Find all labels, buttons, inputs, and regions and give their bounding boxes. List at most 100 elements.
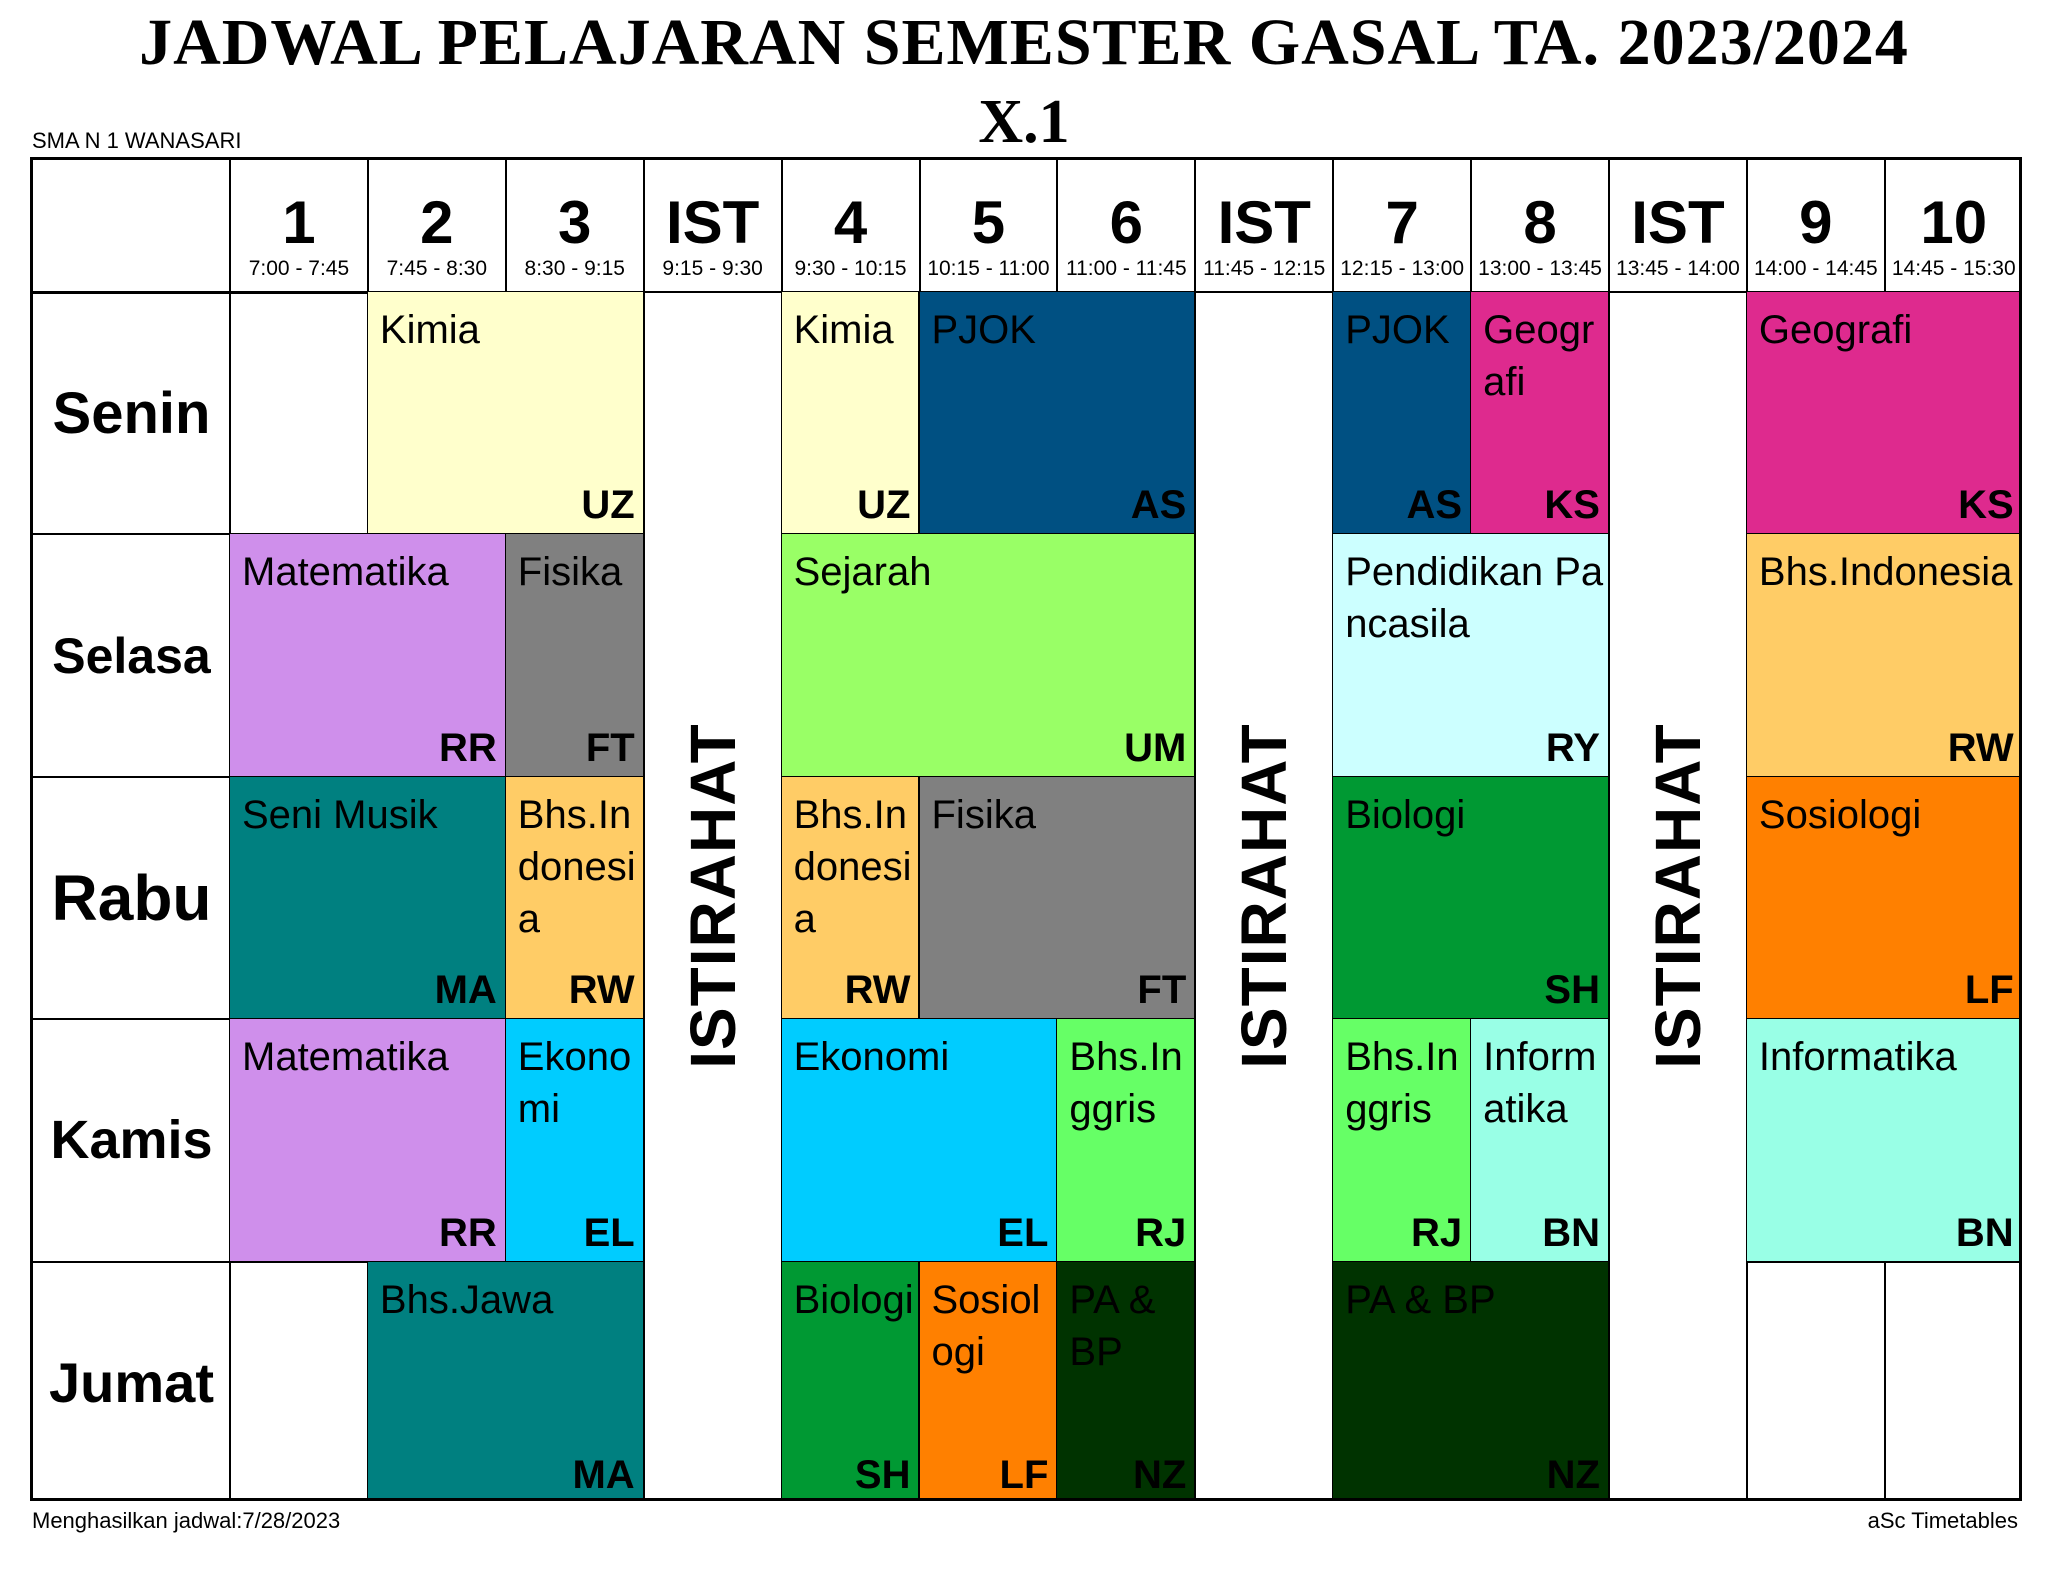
lesson-cell[interactable]: Sosiologi LF <box>1746 776 2019 1021</box>
period-time: 12:15 - 13:00 <box>1340 257 1465 280</box>
break-label: ISTIRAHAT <box>676 723 749 1069</box>
lesson-subject: Sejarah <box>793 550 932 595</box>
lesson-teacher-code: KS <box>1544 483 1600 528</box>
lesson-teacher-code: RW <box>568 968 635 1013</box>
lesson-teacher-code: AS <box>1130 483 1187 528</box>
break-label: ISTIRAHAT <box>1641 723 1714 1069</box>
lesson-cell[interactable]: Fisika FT <box>505 534 645 778</box>
lesson-subject: Kimia <box>379 308 480 352</box>
lesson-teacher-code: SH <box>854 1452 911 1497</box>
lesson-teacher-code: KS <box>1958 483 2014 528</box>
lesson-subject: Bhs.Indonesia <box>793 792 912 941</box>
lesson-cell[interactable]: Bhs.Indonesia RW <box>781 776 921 1021</box>
lesson-cell[interactable]: Sosiologi LF <box>919 1261 1059 1498</box>
lesson-cell[interactable]: Bhs.Jawa MA <box>367 1261 645 1498</box>
lesson-subject: Fisika <box>517 550 623 595</box>
period-time: 9:15 - 9:30 <box>662 257 763 280</box>
lesson-cell[interactable]: Geografi KS <box>1471 292 1610 536</box>
lesson-teacher-code: UM <box>1124 725 1187 770</box>
lesson-cell[interactable]: Matematika RR <box>230 534 507 778</box>
day-label-rabu: Rabu <box>51 861 212 934</box>
lesson-cell[interactable]: Kimia UZ <box>367 292 645 536</box>
lesson-cell[interactable]: Fisika FT <box>919 776 1197 1021</box>
period-time: 14:00 - 14:45 <box>1753 257 1878 280</box>
lesson-subject: PJOK <box>1345 308 1450 352</box>
lesson-teacher-code: MA <box>572 1452 635 1497</box>
period-number: 9 <box>1799 189 1833 256</box>
lesson-cell[interactable]: PJOK AS <box>919 292 1197 536</box>
lesson-cell[interactable]: Ekonomi EL <box>505 1019 645 1263</box>
lesson-cell[interactable]: Biologi SH <box>1333 776 1610 1021</box>
lesson-subject: Matematika <box>242 550 449 595</box>
period-time: 10:15 - 11:00 <box>927 257 1050 280</box>
period-header: 8 13:00 - 13:45 <box>1471 160 1609 292</box>
day-label-senin: Senin <box>52 380 211 446</box>
lesson-cell[interactable]: Sejarah UM <box>781 534 1197 778</box>
lesson-subject: Sosiologi <box>931 1277 1041 1374</box>
lesson-cell[interactable]: Geografi KS <box>1746 292 2019 536</box>
lesson-cell[interactable]: PA & BP NZ <box>1333 1261 1610 1498</box>
lesson-teacher-code: RW <box>1947 725 2014 770</box>
lesson-subject: Bhs.Jawa <box>379 1277 554 1322</box>
lesson-teacher-code: EL <box>583 1210 635 1255</box>
lesson-subject: Sosiologi <box>1758 792 1922 837</box>
lesson-subject: Geografi <box>1483 308 1595 404</box>
lesson-cell[interactable]: Bhs.Inggris RJ <box>1057 1019 1197 1263</box>
lesson-subject: Bhs.Inggris <box>1345 1035 1459 1132</box>
period-time: 14:45 - 15:30 <box>1891 257 2016 280</box>
break-column: ISTIRAHAT <box>644 293 781 1498</box>
lesson-teacher-code: UZ <box>857 483 911 528</box>
period-number: IST <box>1631 189 1725 256</box>
day-label-jumat: Jumat <box>49 1351 214 1415</box>
period-number: 10 <box>1920 189 1988 256</box>
lesson-cell[interactable]: Pendidikan Pancasila RY <box>1333 534 1610 778</box>
period-header: 1 7:00 - 7:45 <box>230 160 368 292</box>
period-number: 6 <box>1109 189 1144 256</box>
lesson-teacher-code: LF <box>999 1452 1049 1497</box>
lesson-teacher-code: RY <box>1545 725 1600 770</box>
period-number: 3 <box>558 189 592 256</box>
lesson-teacher-code: RR <box>439 725 497 770</box>
period-header: 10 14:45 - 15:30 <box>1885 160 2019 292</box>
timetable-grid: 1 7:00 - 7:45 2 7:45 - 8:30 3 8:30 - 9:15 IST 9… <box>30 157 2022 1501</box>
lesson-teacher-code: BN <box>1542 1210 1600 1255</box>
lesson-teacher-code: MA <box>434 968 497 1013</box>
lesson-teacher-code: LF <box>1964 968 2014 1013</box>
lesson-cell[interactable]: Informatika BN <box>1746 1019 2019 1263</box>
lesson-teacher-code: NZ <box>1132 1452 1187 1497</box>
lesson-cell[interactable]: Matematika RR <box>230 1019 507 1263</box>
lesson-subject: Ekonomi <box>793 1035 950 1080</box>
period-time: 7:00 - 7:45 <box>248 257 350 280</box>
lesson-teacher-code: FT <box>1137 968 1187 1013</box>
break-column: ISTIRAHAT <box>1196 293 1333 1498</box>
lesson-teacher-code: RJ <box>1410 1210 1463 1255</box>
period-time: 11:00 - 11:45 <box>1066 257 1187 280</box>
lesson-cell[interactable]: Seni Musik MA <box>230 776 507 1021</box>
lesson-teacher-code: NZ <box>1546 1452 1600 1497</box>
lesson-cell[interactable]: PJOK AS <box>1333 292 1473 536</box>
lesson-subject: PA & BP <box>1345 1277 1496 1322</box>
lesson-subject: Geografi <box>1758 308 1913 352</box>
lesson-teacher-code: RJ <box>1135 1210 1187 1255</box>
day-label-kamis: Kamis <box>50 1110 213 1171</box>
period-number: IST <box>1217 189 1311 256</box>
page-title: JADWAL PELAJARAN SEMESTER GASAL TA. 2023… <box>139 6 1909 79</box>
lesson-cell[interactable]: PA & BP NZ <box>1057 1261 1197 1498</box>
lesson-cell[interactable]: Ekonomi EL <box>781 1019 1059 1263</box>
period-header: 5 10:15 - 11:00 <box>920 160 1058 292</box>
period-header: 2 7:45 - 8:30 <box>368 160 506 292</box>
lesson-cell[interactable]: Bhs.Indonesia RW <box>505 776 645 1021</box>
lesson-cell[interactable]: Bhs.Inggris RJ <box>1333 1019 1473 1263</box>
period-time: 11:45 - 12:15 <box>1203 257 1326 280</box>
period-header: 6 11:00 - 11:45 <box>1057 160 1195 292</box>
lesson-cell[interactable]: Biologi SH <box>781 1261 921 1498</box>
lesson-subject: PA & BP <box>1069 1277 1156 1374</box>
break-label: ISTIRAHAT <box>1228 723 1301 1069</box>
period-header: 4 9:30 - 10:15 <box>782 160 920 292</box>
lesson-cell[interactable]: Kimia UZ <box>781 292 921 536</box>
lesson-subject: Kimia <box>793 308 894 352</box>
lesson-cell[interactable]: Informatika BN <box>1471 1019 1610 1263</box>
lesson-teacher-code: BN <box>1955 1210 2014 1255</box>
lesson-teacher-code: AS <box>1406 483 1463 528</box>
lesson-cell[interactable]: Bhs.Indonesia RW <box>1746 534 2019 778</box>
